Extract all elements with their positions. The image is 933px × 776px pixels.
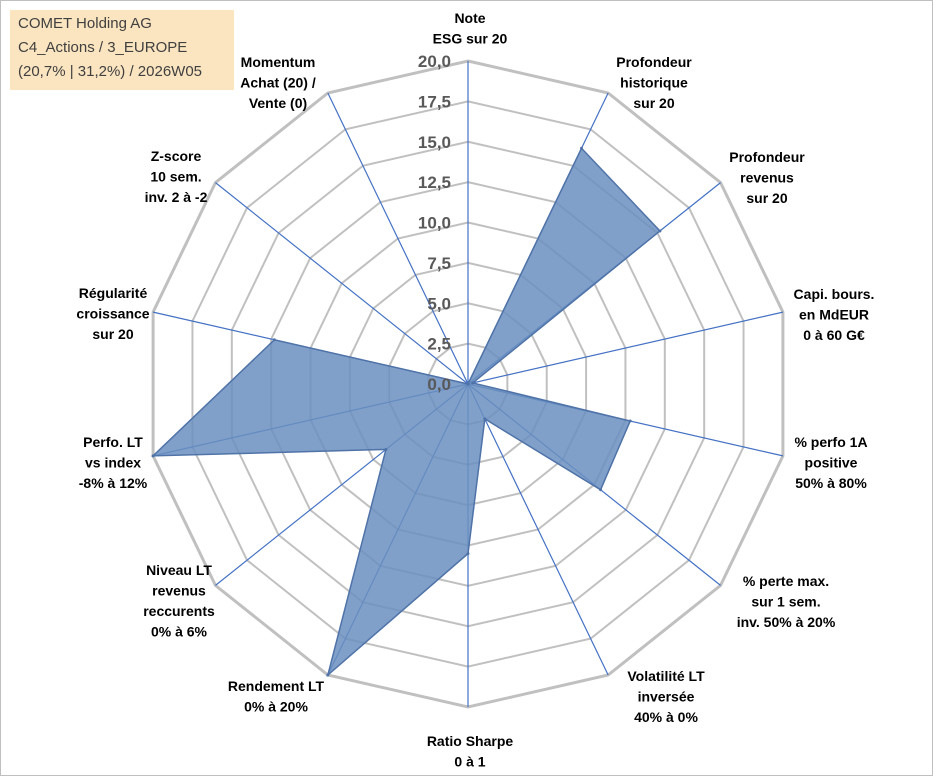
info-category: C4_Actions / 3_EUROPE	[18, 39, 188, 56]
data-point-6	[483, 417, 487, 421]
tick-label: 7,5	[427, 254, 451, 273]
tick-label: 20,0	[418, 52, 451, 71]
data-point-4	[628, 419, 632, 423]
tick-label: 10,0	[418, 214, 451, 233]
tick-label: 12,5	[418, 173, 451, 192]
category-label-line: Profondeur	[616, 54, 692, 70]
data-point-13	[466, 382, 470, 386]
category-label-line: Z-score	[151, 148, 202, 164]
category-label-8: Rendement LT 0% à 20%	[228, 678, 325, 715]
category-label-line: Niveau LT	[146, 562, 212, 578]
category-label-line: revenus	[152, 583, 206, 599]
category-label-line: sur 1 sem.	[751, 594, 820, 610]
category-label-line: 0% à 20%	[244, 699, 308, 715]
category-label-line: sur 20	[633, 95, 674, 111]
category-label-line: Vente (0)	[249, 95, 307, 111]
data-point-7	[466, 552, 470, 556]
category-label-6: Volatilité LT inversée 40% à 0%	[627, 668, 705, 725]
radar-series	[151, 146, 662, 678]
data-point-1	[580, 146, 584, 150]
category-label-line: inv. 2 à -2	[145, 189, 208, 205]
spoke-13	[327, 92, 469, 385]
info-stats: (20,7% | 31,2%) / 2026W05	[18, 63, 202, 80]
category-label-line: inv. 50% à 20%	[737, 614, 836, 630]
category-label-0: Note ESG sur 20	[433, 10, 508, 47]
category-label-line: 0% à 6%	[151, 624, 208, 640]
radial-tick-labels: 0,0 2,5 5,0 7,5 10,0 12,5 15,0 17,5 20,0	[418, 52, 451, 394]
category-label-line: revenus	[740, 170, 794, 186]
category-label-line: Perfo. LT	[83, 434, 143, 450]
category-label-1: Profondeur historique sur 20	[616, 54, 692, 111]
category-label-7: Ratio Sharpe 0 à 1	[427, 733, 514, 770]
category-label-line: % perfo 1A	[794, 434, 867, 450]
info-company-name: COMET Holding AG	[18, 15, 152, 32]
category-label-5: % perte max. sur 1 sem. inv. 50% à 20%	[737, 573, 836, 630]
category-label-line: Momentum	[241, 54, 316, 70]
data-point-9	[384, 447, 388, 451]
category-label-line: historique	[620, 75, 688, 91]
category-label-line: Note	[454, 10, 485, 26]
category-label-line: Profondeur	[729, 149, 805, 165]
category-label-line: % perte max.	[743, 573, 829, 589]
tick-label: 17,5	[418, 92, 451, 111]
tick-label: 2,5	[427, 335, 451, 354]
category-label-line: Régularité	[79, 285, 148, 301]
data-point-3	[471, 381, 475, 385]
data-point-8	[326, 673, 330, 677]
category-label-line: 0 à 1	[454, 754, 485, 770]
tick-label: 15,0	[418, 133, 451, 152]
category-label-line: vs index	[85, 455, 141, 471]
category-label-line: Capi. bours.	[794, 286, 875, 302]
category-label-line: 0 à 60 G€	[803, 327, 865, 343]
category-label-line: reccurents	[143, 603, 215, 619]
category-label-line: -8% à 12%	[79, 475, 148, 491]
category-label-line: Volatilité LT	[627, 668, 705, 684]
category-label-10: Perfo. LT vs index -8% à 12%	[79, 434, 148, 491]
category-label-line: sur 20	[92, 326, 133, 342]
category-label-line: Ratio Sharpe	[427, 733, 514, 749]
category-label-2: Profondeur revenus sur 20	[729, 149, 805, 206]
data-point-2	[658, 229, 662, 233]
data-point-11	[272, 338, 276, 342]
category-label-line: ESG sur 20	[433, 31, 508, 47]
category-label-line: en MdEUR	[799, 307, 869, 323]
category-label-line: croissance	[76, 306, 149, 322]
tick-label: 0,0	[427, 375, 451, 394]
tick-label: 5,0	[427, 294, 451, 313]
category-label-line: inversée	[638, 689, 695, 705]
category-label-line: Rendement LT	[228, 678, 325, 694]
data-point-5	[599, 488, 603, 492]
spoke-12	[215, 182, 469, 385]
category-label-line: sur 20	[746, 190, 787, 206]
data-point-10	[151, 454, 155, 458]
category-label-12: Z-score 10 sem. inv. 2 à -2	[145, 148, 208, 205]
info-box: COMET Holding AG C4_Actions / 3_EUROPE (…	[10, 10, 234, 90]
category-label-9: Niveau LT revenus reccurents 0% à 6%	[143, 562, 215, 640]
category-label-line: 50% à 80%	[795, 475, 867, 491]
category-label-11: Régularité croissance sur 20	[76, 285, 149, 342]
category-label-4: % perfo 1A positive 50% à 80%	[794, 434, 867, 491]
category-label-line: 40% à 0%	[634, 709, 698, 725]
category-label-3: Capi. bours. en MdEUR 0 à 60 G€	[794, 286, 875, 343]
spoke-6	[467, 383, 609, 676]
category-labels: Note ESG sur 20 Profondeur historique sur 20…	[76, 10, 874, 770]
spoke-3	[467, 311, 784, 385]
category-label-13: Momentum Achat (20) / Vente (0)	[240, 54, 316, 111]
category-label-line: 10 sem.	[150, 169, 201, 185]
category-label-line: Achat (20) /	[240, 75, 316, 91]
category-label-line: positive	[805, 455, 858, 471]
